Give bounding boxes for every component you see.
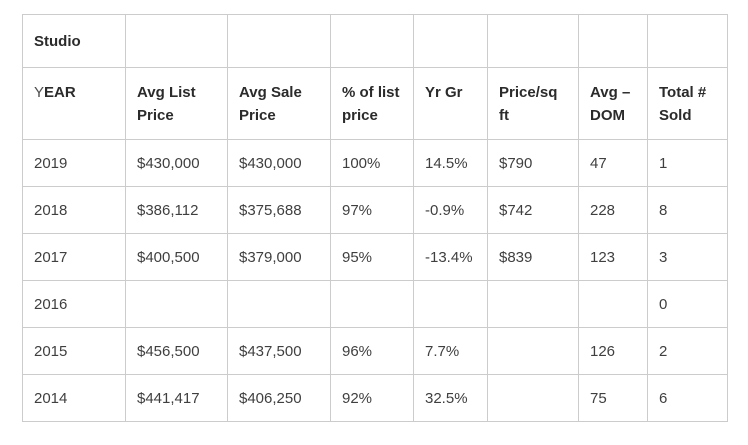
year-header-bold-part: EAR	[44, 84, 76, 101]
cell-avg-list-price: $430,000	[125, 139, 228, 187]
cell-year: 2017	[22, 233, 126, 281]
cell-total-sold: 1	[647, 139, 728, 187]
cell-total-sold: 8	[647, 186, 728, 234]
cell-avg-sale-price: $375,688	[227, 186, 331, 234]
column-header-year: YEAR	[22, 67, 126, 140]
cell-avg-dom: 126	[578, 327, 648, 375]
column-header-yr-gr: Yr Gr	[413, 67, 488, 140]
group-title: Studio	[22, 14, 126, 68]
table-row-2015: 2015 $456,500 $437,500 96% 7.7% 126 2	[22, 327, 728, 375]
empty-cell	[578, 14, 648, 68]
table-row-2017: 2017 $400,500 $379,000 95% -13.4% $839 1…	[22, 233, 728, 281]
table-row-2018: 2018 $386,112 $375,688 97% -0.9% $742 22…	[22, 186, 728, 234]
cell-yr-gr: -0.9%	[413, 186, 488, 234]
cell-price-sq-ft	[487, 374, 579, 422]
cell-avg-list-price: $386,112	[125, 186, 228, 234]
group-title-row: Studio	[22, 14, 728, 68]
empty-cell	[227, 14, 331, 68]
cell-total-sold: 3	[647, 233, 728, 281]
column-header-row: YEAR Avg List Price Avg Sale Price % of …	[22, 67, 728, 140]
cell-yr-gr: -13.4%	[413, 233, 488, 281]
cell-yr-gr: 14.5%	[413, 139, 488, 187]
year-header-light-part: Y	[34, 84, 45, 101]
cell-total-sold: 2	[647, 327, 728, 375]
cell-year: 2018	[22, 186, 126, 234]
column-header-price-sq-ft: Price/sq ft	[487, 67, 579, 140]
cell-pct-of-list-price: 100%	[330, 139, 414, 187]
cell-pct-of-list-price: 92%	[330, 374, 414, 422]
cell-avg-dom: 228	[578, 186, 648, 234]
cell-pct-of-list-price: 95%	[330, 233, 414, 281]
cell-avg-dom: 123	[578, 233, 648, 281]
empty-cell	[413, 14, 488, 68]
cell-avg-list-price: $441,417	[125, 374, 228, 422]
cell-yr-gr: 32.5%	[413, 374, 488, 422]
column-header-total-sold: Total # Sold	[647, 67, 728, 140]
cell-total-sold: 0	[647, 280, 728, 328]
cell-avg-sale-price: $430,000	[227, 139, 331, 187]
cell-year: 2015	[22, 327, 126, 375]
empty-cell	[330, 14, 414, 68]
cell-pct-of-list-price: 96%	[330, 327, 414, 375]
studio-yearly-stats-table: Studio YEAR Avg List Price Avg Sale Pric…	[22, 14, 728, 422]
table-row-2014: 2014 $441,417 $406,250 92% 32.5% 75 6	[22, 374, 728, 422]
cell-avg-dom	[578, 280, 648, 328]
cell-avg-sale-price: $437,500	[227, 327, 331, 375]
column-header-pct-of-list-price: % of list price	[330, 67, 414, 140]
cell-pct-of-list-price: 97%	[330, 186, 414, 234]
empty-cell	[647, 14, 728, 68]
cell-avg-sale-price	[227, 280, 331, 328]
cell-avg-dom: 75	[578, 374, 648, 422]
column-header-avg-list-price: Avg List Price	[125, 67, 228, 140]
cell-avg-list-price: $400,500	[125, 233, 228, 281]
cell-year: 2019	[22, 139, 126, 187]
cell-yr-gr	[413, 280, 488, 328]
cell-avg-list-price	[125, 280, 228, 328]
cell-avg-sale-price: $379,000	[227, 233, 331, 281]
cell-price-sq-ft: $742	[487, 186, 579, 234]
cell-pct-of-list-price	[330, 280, 414, 328]
cell-avg-list-price: $456,500	[125, 327, 228, 375]
cell-price-sq-ft: $790	[487, 139, 579, 187]
table-row-2016: 2016 0	[22, 280, 728, 328]
cell-avg-dom: 47	[578, 139, 648, 187]
cell-avg-sale-price: $406,250	[227, 374, 331, 422]
column-header-avg-sale-price: Avg Sale Price	[227, 67, 331, 140]
cell-price-sq-ft	[487, 327, 579, 375]
table-row-2019: 2019 $430,000 $430,000 100% 14.5% $790 4…	[22, 139, 728, 187]
cell-year: 2014	[22, 374, 126, 422]
empty-cell	[487, 14, 579, 68]
cell-yr-gr: 7.7%	[413, 327, 488, 375]
column-header-avg-dom: Avg – DOM	[578, 67, 648, 140]
cell-total-sold: 6	[647, 374, 728, 422]
empty-cell	[125, 14, 228, 68]
cell-price-sq-ft	[487, 280, 579, 328]
cell-price-sq-ft: $839	[487, 233, 579, 281]
cell-year: 2016	[22, 280, 126, 328]
